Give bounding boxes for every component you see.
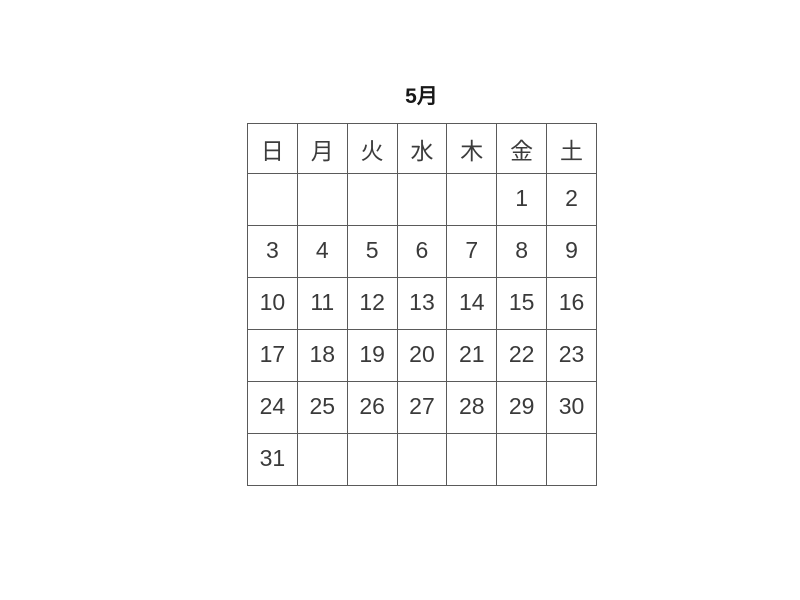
- weekday-header-plain-4: 木: [446, 123, 498, 174]
- calendar-day-cell[interactable]: 19: [346, 329, 398, 382]
- calendar-day-cell[interactable]: 30: [546, 381, 597, 434]
- calendar-day-number: 8: [515, 237, 529, 263]
- calendar-day-number: 27: [409, 393, 435, 419]
- calendar-day-cell[interactable]: 3: [247, 225, 298, 278]
- calendar-day-number: 24: [259, 393, 286, 419]
- calendar-day-cell[interactable]: 23: [546, 329, 597, 382]
- calendar-day-cell[interactable]: 8: [496, 225, 548, 278]
- calendar-day-number: 5: [365, 237, 379, 263]
- weekday-header-plain-1: 月: [296, 123, 348, 174]
- calendar-empty-cell: [346, 433, 398, 486]
- calendar-day-cell[interactable]: 5: [346, 225, 398, 278]
- calendar-header-row-group: 日月火水木金土: [247, 123, 597, 174]
- calendar-empty-cell: [546, 433, 597, 486]
- weekday-header-label: 火: [360, 137, 384, 164]
- calendar-day-cell[interactable]: 27: [396, 381, 448, 434]
- calendar-day-cell[interactable]: 20: [396, 329, 448, 382]
- calendar-day-cell[interactable]: 29: [496, 381, 548, 434]
- calendar-day-cell[interactable]: 11: [296, 277, 348, 330]
- weekday-header-label: 月: [310, 137, 334, 164]
- calendar-empty-cell: [396, 173, 448, 226]
- calendar-week-row: 31: [247, 433, 597, 486]
- weekday-header-plain-5: 金: [496, 123, 548, 174]
- calendar-day-cell[interactable]: 1: [496, 173, 548, 226]
- calendar-day-cell[interactable]: 22: [496, 329, 548, 382]
- calendar-day-number: 25: [309, 393, 336, 419]
- calendar-day-cell[interactable]: 12: [346, 277, 398, 330]
- calendar-day-cell[interactable]: 26: [346, 381, 398, 434]
- calendar-day-number: 23: [558, 341, 585, 367]
- calendar-day-number: 2: [565, 185, 578, 211]
- calendar-grid: 日月火水木金土 1 2 3 4 5 6 7 8 9 10 11 12 13 14 15 16 17 18 19 20 2…: [247, 123, 597, 486]
- weekday-header-label: 金: [510, 137, 534, 164]
- weekday-header-plain-2: 火: [346, 123, 398, 174]
- calendar-day-cell[interactable]: 6: [396, 225, 448, 278]
- calendar-day-cell[interactable]: 28: [446, 381, 498, 434]
- calendar-empty-cell: [496, 433, 548, 486]
- weekday-header-label: 木: [460, 137, 484, 164]
- calendar-day-number: 9: [565, 237, 578, 263]
- calendar-day-number: 29: [508, 393, 535, 419]
- calendar-widget: 5月 日月火水木金土 1 2 3 4 5 6 7 8 9 10 11 12 13 14 15 16 17 18 19…: [247, 82, 597, 486]
- calendar-day-number: 11: [310, 289, 335, 315]
- calendar-empty-cell: [346, 173, 398, 226]
- calendar-empty-cell: [396, 433, 448, 486]
- calendar-day-number: 26: [359, 393, 385, 419]
- calendar-day-number: 10: [259, 289, 286, 315]
- calendar-week-row: 3 4 5 6 7 8 9: [247, 225, 597, 278]
- calendar-month-title: 5月: [405, 85, 438, 108]
- calendar-day-cell[interactable]: 15: [496, 277, 548, 330]
- calendar-week-row: 10 11 12 13 14 15 16: [247, 277, 597, 330]
- calendar-day-cell[interactable]: 9: [546, 225, 597, 278]
- calendar-day-cell[interactable]: 13: [396, 277, 448, 330]
- calendar-day-number: 1: [515, 185, 529, 211]
- calendar-day-number: 31: [259, 445, 286, 471]
- calendar-day-cell[interactable]: 10: [247, 277, 298, 330]
- calendar-day-number: 19: [359, 341, 385, 367]
- calendar-empty-cell: [247, 173, 298, 226]
- weekday-header-label: 日: [260, 137, 284, 164]
- calendar-day-number: 16: [558, 289, 585, 315]
- calendar-day-cell[interactable]: 2: [546, 173, 597, 226]
- calendar-empty-cell: [446, 173, 498, 226]
- weekday-header-sat-6: 土: [546, 123, 597, 174]
- calendar-day-number: 7: [465, 237, 479, 263]
- calendar-day-cell[interactable]: 7: [446, 225, 498, 278]
- calendar-day-cell[interactable]: 16: [546, 277, 597, 330]
- calendar-day-number: 22: [508, 341, 535, 367]
- calendar-day-number: 12: [359, 289, 385, 315]
- calendar-day-cell[interactable]: 17: [247, 329, 298, 382]
- calendar-day-number: 30: [558, 393, 585, 419]
- calendar-empty-cell: [446, 433, 498, 486]
- calendar-day-number: 13: [409, 289, 435, 315]
- weekday-header-label: 水: [410, 137, 434, 164]
- calendar-weeks-body: 1 2 3 4 5 6 7 8 9 10 11 12 13 14 15 16 17 18 19 20 21 22 23 24 2…: [247, 173, 597, 486]
- calendar-week-row: 24 25 26 27 28 29 30: [247, 381, 597, 434]
- calendar-day-number: 4: [315, 237, 329, 263]
- calendar-day-number: 14: [459, 289, 485, 315]
- weekday-header-row: 日月火水木金土: [247, 123, 597, 174]
- calendar-day-cell[interactable]: 31: [247, 433, 298, 486]
- calendar-week-row: 17 18 19 20 21 22 23: [247, 329, 597, 382]
- calendar-day-number: 15: [508, 289, 535, 315]
- weekday-header-sun-0: 日: [247, 123, 298, 174]
- calendar-day-cell[interactable]: 4: [296, 225, 348, 278]
- calendar-day-cell[interactable]: 14: [446, 277, 498, 330]
- calendar-day-cell[interactable]: 21: [446, 329, 498, 382]
- calendar-day-number: 17: [259, 341, 286, 367]
- calendar-empty-cell: [296, 433, 348, 486]
- weekday-header-plain-3: 水: [396, 123, 448, 174]
- calendar-day-number: 28: [459, 393, 485, 419]
- calendar-day-number: 18: [309, 341, 336, 367]
- calendar-day-number: 20: [409, 341, 435, 367]
- weekday-header-label: 土: [559, 137, 583, 164]
- calendar-empty-cell: [296, 173, 348, 226]
- calendar-day-number: 3: [266, 237, 279, 263]
- calendar-day-number: 6: [415, 237, 429, 263]
- calendar-day-cell[interactable]: 18: [296, 329, 348, 382]
- calendar-day-cell[interactable]: 24: [247, 381, 298, 434]
- calendar-day-cell[interactable]: 25: [296, 381, 348, 434]
- calendar-day-number: 21: [459, 341, 485, 367]
